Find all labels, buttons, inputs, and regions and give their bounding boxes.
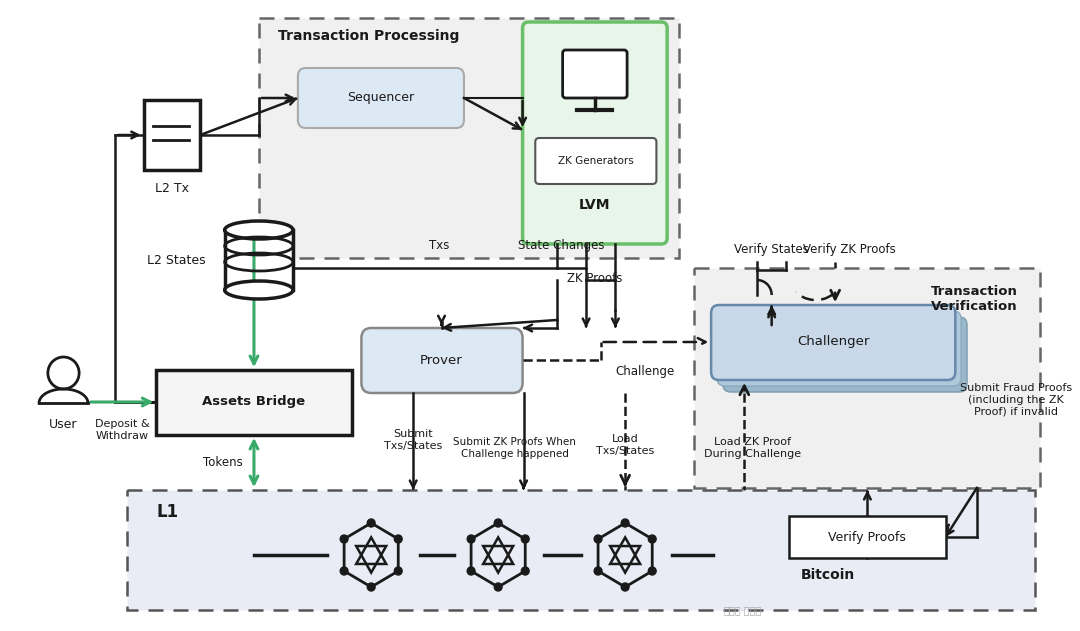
Circle shape bbox=[394, 567, 402, 575]
Text: Prover: Prover bbox=[420, 353, 463, 367]
Ellipse shape bbox=[225, 281, 293, 299]
Circle shape bbox=[522, 535, 529, 543]
FancyBboxPatch shape bbox=[717, 311, 961, 386]
Text: Bitcoin: Bitcoin bbox=[801, 568, 855, 582]
FancyBboxPatch shape bbox=[536, 138, 657, 184]
Circle shape bbox=[367, 519, 375, 527]
Text: L2 Tx: L2 Tx bbox=[154, 182, 189, 195]
Text: Deposit &
Withdraw: Deposit & Withdraw bbox=[95, 419, 149, 441]
FancyBboxPatch shape bbox=[523, 22, 667, 244]
Text: Transaction
Verification: Transaction Verification bbox=[931, 285, 1017, 313]
Text: Challenger: Challenger bbox=[797, 336, 869, 348]
Circle shape bbox=[340, 567, 348, 575]
Circle shape bbox=[621, 583, 629, 591]
FancyBboxPatch shape bbox=[225, 230, 293, 290]
Text: L1: L1 bbox=[157, 503, 178, 521]
Text: ZK Generators: ZK Generators bbox=[558, 156, 634, 166]
Text: 公众号·十四君: 公众号·十四君 bbox=[724, 605, 761, 615]
Text: Challenge: Challenge bbox=[615, 365, 674, 379]
Text: Submit
Txs/States: Submit Txs/States bbox=[384, 429, 443, 451]
FancyBboxPatch shape bbox=[298, 68, 464, 128]
Text: Tokens: Tokens bbox=[203, 456, 243, 468]
Text: User: User bbox=[50, 418, 78, 432]
Text: Load ZK Proof
During Challenge: Load ZK Proof During Challenge bbox=[703, 437, 800, 459]
FancyBboxPatch shape bbox=[563, 50, 627, 98]
Text: L2 States: L2 States bbox=[147, 254, 205, 266]
FancyBboxPatch shape bbox=[723, 317, 967, 392]
Circle shape bbox=[367, 583, 375, 591]
FancyBboxPatch shape bbox=[693, 268, 1040, 488]
Text: Load
Txs/States: Load Txs/States bbox=[596, 434, 654, 456]
Text: Transaction Processing: Transaction Processing bbox=[279, 29, 460, 43]
Text: Verify ZK Proofs: Verify ZK Proofs bbox=[804, 244, 896, 256]
FancyBboxPatch shape bbox=[127, 490, 1036, 610]
Circle shape bbox=[340, 535, 348, 543]
Circle shape bbox=[594, 535, 602, 543]
Text: Submit ZK Proofs When
Challenge happened: Submit ZK Proofs When Challenge happened bbox=[454, 437, 577, 459]
Text: State Changes: State Changes bbox=[517, 239, 604, 252]
FancyBboxPatch shape bbox=[789, 516, 945, 558]
FancyBboxPatch shape bbox=[362, 328, 523, 393]
Text: Verify States: Verify States bbox=[734, 244, 809, 256]
Circle shape bbox=[648, 567, 657, 575]
FancyBboxPatch shape bbox=[711, 305, 956, 380]
Text: LVM: LVM bbox=[579, 198, 610, 212]
Text: Assets Bridge: Assets Bridge bbox=[202, 396, 306, 408]
Text: ZK Proofs: ZK Proofs bbox=[567, 272, 622, 285]
Text: Submit Fraud Proofs
(including the ZK
Proof) if invalid: Submit Fraud Proofs (including the ZK Pr… bbox=[960, 384, 1072, 416]
Text: Sequencer: Sequencer bbox=[348, 91, 415, 105]
Circle shape bbox=[522, 567, 529, 575]
FancyBboxPatch shape bbox=[259, 18, 679, 258]
Circle shape bbox=[648, 535, 657, 543]
Circle shape bbox=[495, 519, 502, 527]
FancyBboxPatch shape bbox=[157, 370, 352, 435]
Circle shape bbox=[621, 519, 629, 527]
Ellipse shape bbox=[225, 221, 293, 239]
Text: Txs: Txs bbox=[430, 239, 449, 252]
Circle shape bbox=[495, 583, 502, 591]
Circle shape bbox=[48, 357, 79, 389]
Circle shape bbox=[468, 535, 475, 543]
Circle shape bbox=[594, 567, 602, 575]
FancyBboxPatch shape bbox=[144, 100, 200, 170]
Circle shape bbox=[394, 535, 402, 543]
Circle shape bbox=[468, 567, 475, 575]
Text: Verify Proofs: Verify Proofs bbox=[828, 531, 906, 543]
